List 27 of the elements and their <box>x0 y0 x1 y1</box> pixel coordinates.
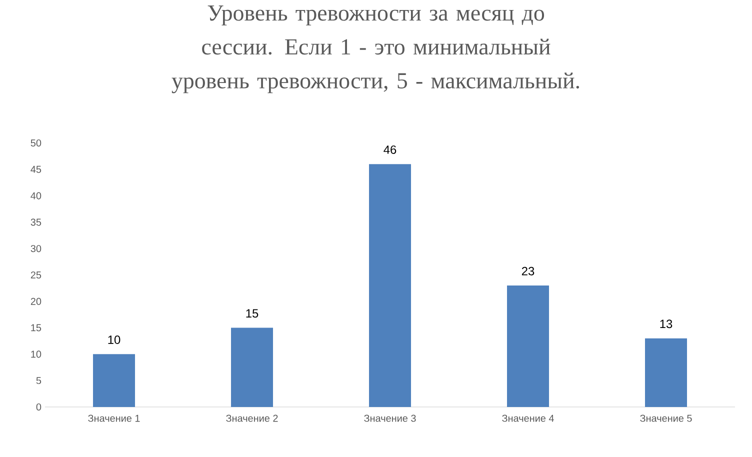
y-tick-label: 15 <box>31 324 42 332</box>
bar <box>645 338 688 407</box>
x-tick-label: Значение 4 <box>502 414 554 422</box>
x-tick-label: Значение 3 <box>364 414 416 422</box>
y-tick-label: 40 <box>30 192 42 200</box>
y-tick-label: 20 <box>30 298 42 305</box>
bar <box>507 286 550 407</box>
y-tick-label: 50 <box>30 139 42 147</box>
x-tick-label: Значение 2 <box>226 414 278 422</box>
y-tick-label: 35 <box>30 218 42 226</box>
x-tick-label: Значение 1 <box>88 414 140 422</box>
bar <box>93 354 136 407</box>
data-label: 15 <box>246 309 258 318</box>
data-label: 10 <box>108 336 120 344</box>
y-tick-label: 10 <box>31 350 42 358</box>
bar <box>231 328 274 407</box>
chart-title: Уровень тревожности за месяц до сессии. Если 1 - это минимальный уровень тревожности, 5 - максимальный. <box>172 5 580 94</box>
y-tick-label: 45 <box>30 166 42 173</box>
y-tick-label: 0 <box>36 403 42 411</box>
y-tick-label: 25 <box>30 271 42 279</box>
data-label: 23 <box>522 266 534 276</box>
data-label: 13 <box>660 320 672 328</box>
data-label: 46 <box>384 145 396 154</box>
bar <box>369 164 412 407</box>
y-tick-label: 5 <box>36 377 42 384</box>
x-tick-label: Значение 5 <box>640 414 692 422</box>
y-tick-label: 30 <box>30 245 42 252</box>
